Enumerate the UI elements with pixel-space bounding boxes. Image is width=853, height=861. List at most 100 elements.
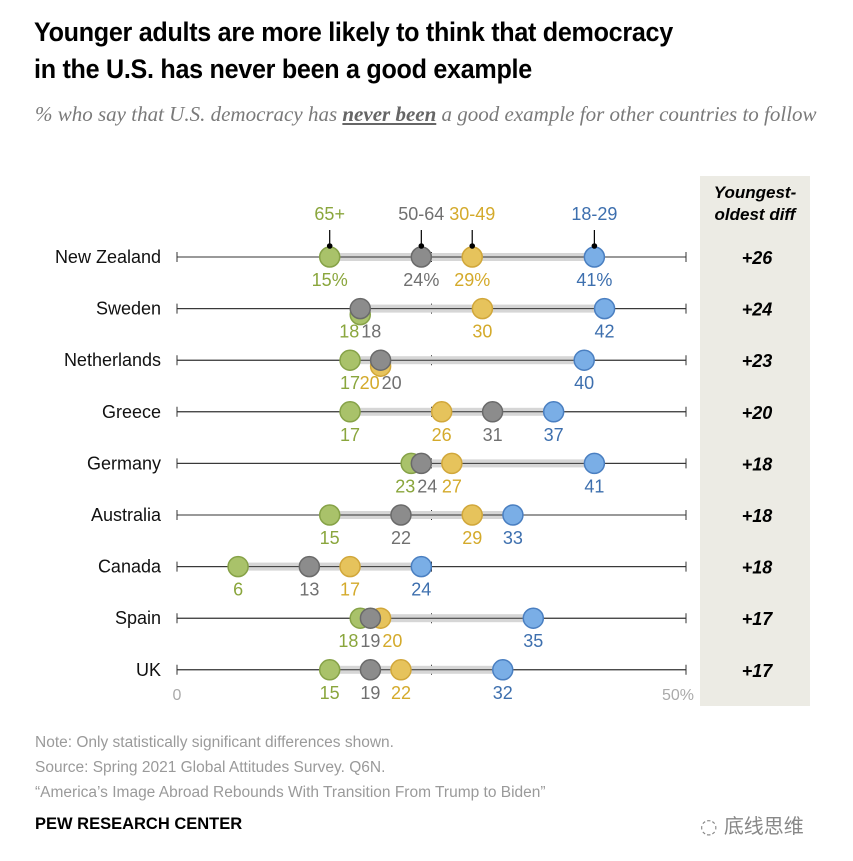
dot-50-64 [359,659,382,681]
title-line-1: Younger adults are more likely to think … [34,17,673,47]
legend-pointer-dot [469,243,476,249]
legend-pointer-dot [418,243,425,249]
value-label: 18 [338,631,358,651]
dot-30-49 [430,401,453,423]
dot-30-49 [461,246,483,268]
legend-label-50-64: 50-64 [398,204,444,224]
dot-65plus [227,555,249,578]
value-label: 40 [574,373,594,393]
dot-30-49 [471,297,494,320]
dot-50-64 [298,555,321,578]
title-line-2: in the U.S. has never been a good exampl… [34,54,532,84]
value-label: 32 [493,683,513,703]
value-label: 35 [523,631,543,651]
value-label: 42 [595,322,615,342]
value-label: 33 [503,528,523,548]
diff-column-background [700,176,810,706]
legend-pointer-dot [326,243,333,249]
dot-18-29 [502,504,524,526]
x-tick-label-50: 50% [662,687,694,704]
dot-65plus [339,401,361,423]
diff-value: +23 [742,351,773,371]
value-label: 15 [320,683,340,703]
pew-logo-text: PEW RESEARCH CENTER [35,815,243,833]
dot-50-64 [349,297,371,320]
value-label: 29% [454,270,490,290]
diff-value: +18 [742,506,773,526]
value-label: 15% [312,270,348,290]
country-label: New Zealand [55,247,161,267]
country-label: Spain [115,608,161,628]
subtitle-emphasis: never been [342,102,437,126]
value-label: 23 [395,476,415,496]
value-label: 24 [411,580,431,600]
legend-label-18-29: 18-29 [571,204,617,224]
dot-50-64 [410,246,433,268]
value-label: 13 [299,580,319,600]
legend-label-30-49: 30-49 [449,204,495,224]
watermark-text: 底线思维 [723,814,804,838]
value-label: 27 [442,476,462,496]
value-label: 20 [360,373,380,393]
dot-50-64 [481,401,504,423]
value-label: 26 [432,425,452,445]
value-label: 20 [382,631,402,651]
footnotes: Note: Only statistically significant dif… [35,730,546,805]
country-label: Greece [102,402,161,422]
dot-30-49 [339,555,361,578]
value-label: 30 [472,322,492,342]
value-label: 6 [233,580,243,600]
diff-value: +24 [742,300,773,320]
value-label: 22 [391,683,411,703]
value-label: 41 [584,476,604,496]
country-label: UK [136,660,161,680]
diff-value: +18 [742,558,773,578]
dot-65plus [318,246,341,268]
subtitle-post: a good example for other countries to fo… [436,102,817,126]
value-label: 37 [544,425,564,445]
country-label: Netherlands [64,350,161,370]
diff-header-line-1: Youngest- [713,183,797,202]
value-label: 22 [391,528,411,548]
diff-value: +17 [742,609,774,629]
value-label: 15 [320,528,340,548]
legend-pointer-dot [591,243,598,249]
value-label: 18 [339,322,359,342]
dot-18-29 [583,452,606,475]
diff-value: +26 [742,248,774,268]
diff-value: +17 [742,661,774,681]
country-label: Canada [98,557,162,577]
report-title: “America’s Image Abroad Rebounds With Tr… [35,784,546,801]
value-label: 18 [361,322,381,342]
dot-18-29 [573,349,595,371]
dot-18-29 [583,246,606,268]
dot-18-29 [542,401,565,423]
chart-subtitle: % who say that U.S. democracy has never … [35,100,835,129]
dot-18-29 [522,607,545,629]
dot-18-29 [410,555,433,578]
dot-50-64 [410,452,433,475]
value-label: 17 [340,580,360,600]
value-label: 20 [382,373,402,393]
watermark: ◌ 底线思维 [700,810,804,839]
dot-65plus [318,504,341,526]
dot-30-49 [461,504,483,526]
dot-30-49 [441,452,463,475]
value-label: 19 [360,683,380,703]
value-label: 17 [340,373,360,393]
value-label: 31 [483,425,503,445]
dot-50-64 [369,349,392,371]
value-label: 41% [576,270,612,290]
value-label: 19 [360,631,380,651]
legend-label-65plus: 65+ [314,204,345,224]
dot-30-49 [390,659,412,681]
chart-title: Younger adults are more likely to think … [34,14,778,88]
diff-value: +20 [742,403,773,423]
diff-column-header: Youngest- oldest diff [700,182,810,226]
dot-18-29 [492,659,514,681]
wechat-icon: ◌ [700,814,724,838]
x-tick-label-0: 0 [173,687,182,704]
dot-50-64 [390,504,412,526]
dot-65plus [318,659,341,681]
